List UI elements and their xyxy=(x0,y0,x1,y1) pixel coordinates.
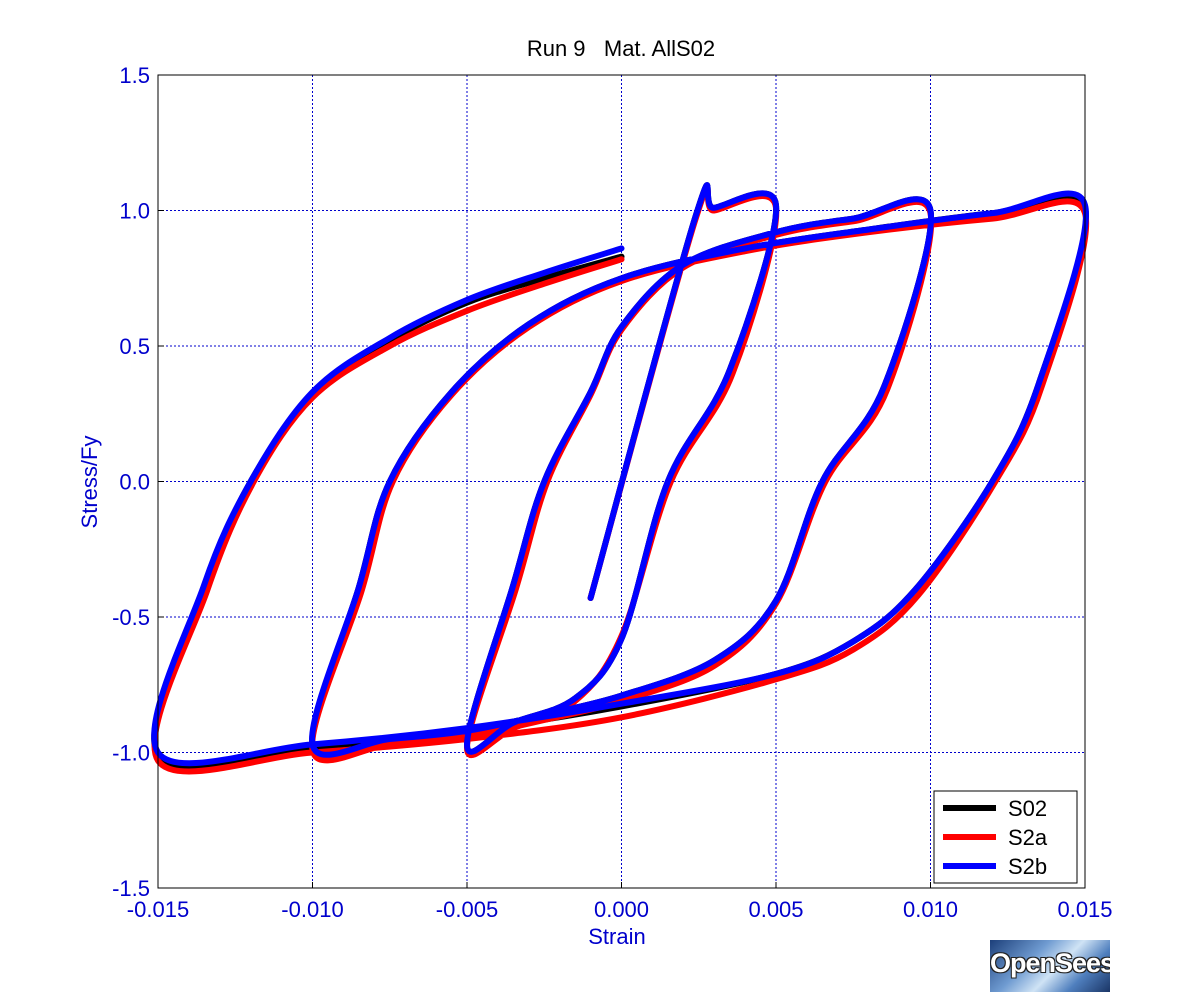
y-tick-label: 0.5 xyxy=(119,334,150,359)
x-tick-label: -0.005 xyxy=(436,897,498,922)
legend: S02 S2a S2b xyxy=(933,790,1078,884)
legend-label-s02: S02 xyxy=(1008,796,1047,821)
series-layer xyxy=(151,182,1090,775)
chart-title: Run 9 Mat. AllS02 xyxy=(527,36,715,61)
y-axis-label: Stress/Fy xyxy=(77,436,102,529)
x-tick-label: -0.010 xyxy=(281,897,343,922)
y-tick-label: 0.0 xyxy=(119,470,150,495)
logo-text: OpenSees xyxy=(990,948,1110,978)
x-tick-label: 0.010 xyxy=(903,897,958,922)
plot-frame xyxy=(157,74,1086,889)
y-tick-label: -1.0 xyxy=(112,741,150,766)
legend-label-s2a: S2a xyxy=(1008,825,1048,850)
x-tick-label: 0.015 xyxy=(1057,897,1112,922)
legend-label-s2b: S2b xyxy=(1008,854,1047,879)
y-tick-label: 1.5 xyxy=(119,63,150,88)
y-tick-label: -0.5 xyxy=(112,605,150,630)
x-tick-label: 0.005 xyxy=(748,897,803,922)
series-line-s2b xyxy=(151,182,1089,767)
y-tick-label: -1.5 xyxy=(112,876,150,901)
x-tick-label: 0.000 xyxy=(594,897,649,922)
x-tick-labels: -0.015 -0.010 -0.005 0.000 0.005 0.010 0.015 xyxy=(127,897,1113,922)
y-tick-labels: 1.5 1.0 0.5 0.0 -0.5 -1.0 -1.5 xyxy=(112,63,150,901)
opensees-logo: OpenSees xyxy=(990,940,1110,992)
x-tick-label: -0.015 xyxy=(127,897,189,922)
y-tick-label: 1.0 xyxy=(119,199,150,224)
x-axis-label: Strain xyxy=(588,924,645,949)
